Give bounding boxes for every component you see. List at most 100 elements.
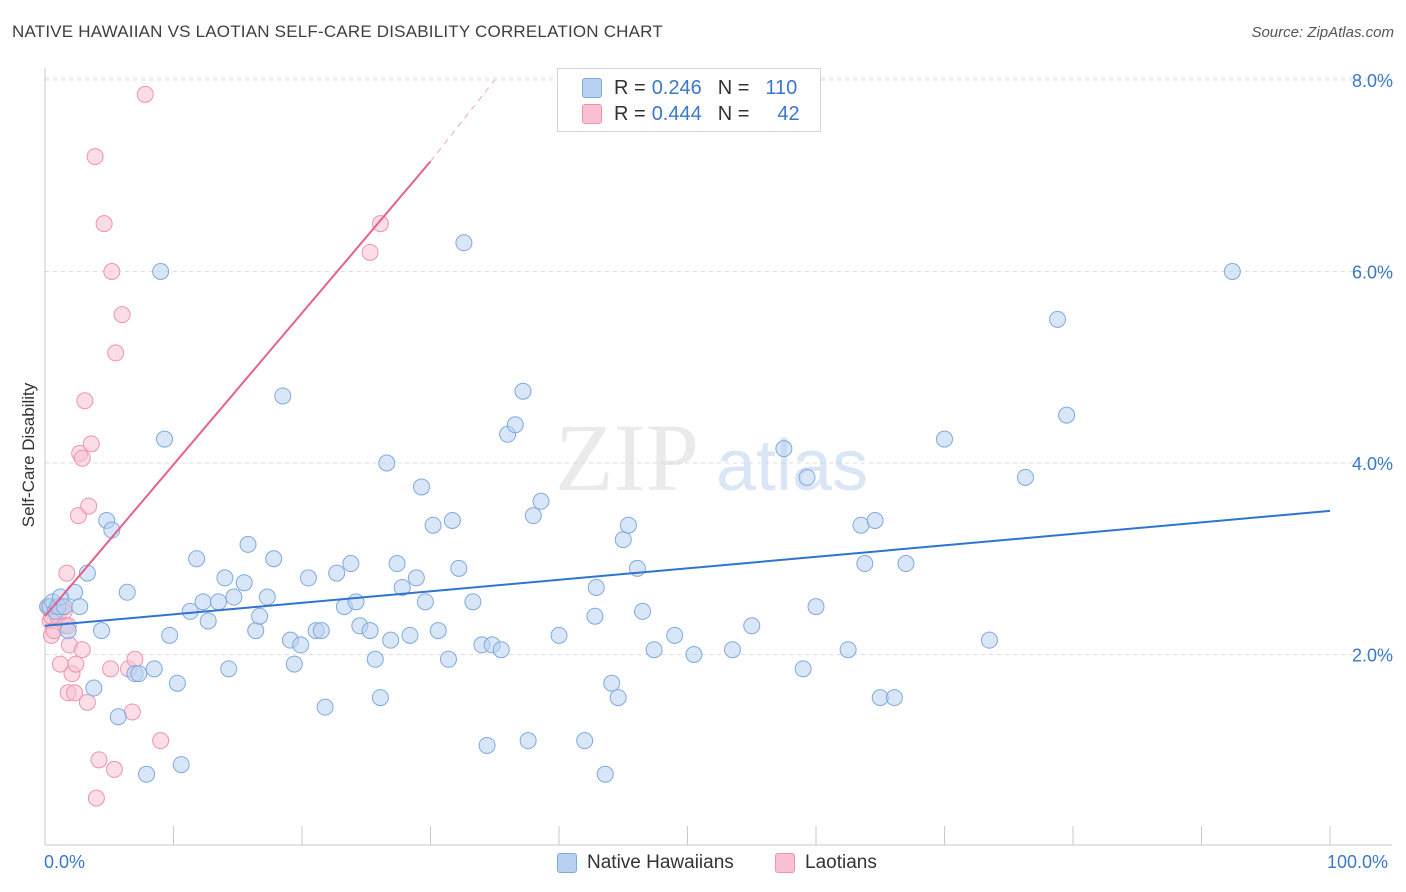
native-hawaiians-point — [401, 626, 419, 644]
native-hawaiians-point — [596, 765, 614, 783]
native-hawaiians-point — [156, 430, 174, 448]
x-tick-label-max: 100.0% — [1327, 852, 1389, 872]
native-hawaiians-point — [71, 598, 89, 616]
native-hawaiians-point — [382, 631, 400, 649]
native-hawaiians-point — [371, 689, 389, 707]
laotians-point — [80, 497, 98, 515]
native-hawaiians-point — [168, 674, 186, 692]
n-value: 42 — [777, 102, 800, 125]
native-hawaiians-point — [258, 588, 276, 606]
n-value: 110 — [765, 76, 798, 99]
native-hawaiians-point — [1049, 310, 1067, 328]
stats-row-native-hawaiians: R = 0.246 N = 110 — [582, 76, 797, 100]
native-hawaiians-point — [265, 550, 283, 568]
native-hawaiians-point — [1058, 406, 1076, 424]
native-hawaiians-point — [856, 555, 874, 573]
series-legend: Native Hawaiians Laotians — [0, 852, 1406, 876]
native-hawaiians-point — [587, 578, 605, 596]
native-hawaiians-point — [93, 622, 111, 640]
native-hawaiians-point — [775, 440, 793, 458]
stats-legend: R = 0.246 N = 110 R = 0.444 N = 42 — [557, 68, 821, 132]
laotians-point — [73, 449, 91, 467]
laotians-point — [95, 215, 113, 233]
y-tick-label: 8.0% — [1352, 71, 1393, 91]
native-hawaiians-point — [532, 492, 550, 510]
native-hawaiians-point — [407, 569, 425, 587]
blue-swatch — [582, 78, 602, 98]
legend-item-laotians[interactable]: Laotians — [775, 852, 877, 874]
native-hawaiians-point — [866, 511, 884, 529]
laotians-point — [87, 789, 105, 807]
native-hawaiians-point — [347, 593, 365, 611]
chart-title: NATIVE HAWAIIAN VS LAOTIAN SELF-CARE DIS… — [12, 22, 663, 41]
pink-swatch — [582, 104, 602, 124]
native-hawaiians-point — [416, 593, 434, 611]
watermark-zip: ZIP — [555, 404, 699, 511]
laotians-point — [126, 650, 144, 668]
laotians-point — [371, 215, 389, 233]
laotians-point — [82, 435, 100, 453]
laotians-point — [136, 85, 154, 103]
blue-swatch — [557, 853, 577, 873]
laotians-trend-line — [44, 160, 432, 617]
native-hawaiians-point — [464, 593, 482, 611]
native-hawaiians-point — [492, 641, 510, 659]
native-hawaiians-point — [292, 636, 310, 654]
native-hawaiians-point — [130, 665, 148, 683]
native-hawaiians-point — [798, 468, 816, 486]
native-hawaiians-point — [109, 708, 127, 726]
native-hawaiians-point — [216, 569, 234, 587]
native-hawaiians-point — [980, 631, 998, 649]
watermark: ZIP atlas — [555, 404, 868, 511]
watermark-atlas: atlas — [716, 426, 868, 506]
trend-lines — [44, 79, 1331, 627]
laotians-trend-extension — [430, 79, 496, 162]
native-hawaiians-point — [619, 516, 637, 534]
laotians-point — [58, 564, 76, 582]
laotians-point — [66, 684, 84, 702]
native-hawaiians-point — [586, 607, 604, 625]
native-hawaiians-point — [424, 516, 442, 534]
native-hawaiians-point — [1016, 468, 1034, 486]
native-hawaiians-point — [514, 382, 532, 400]
native-hawaiians-point — [239, 535, 257, 553]
laotians-point — [73, 641, 91, 659]
native-hawaiians-point — [550, 626, 568, 644]
legend-label: Native Hawaiians — [587, 852, 734, 873]
y-tick-labels: 2.0% 4.0% 6.0% 8.0% — [1352, 71, 1393, 666]
native-hawaiians-point — [388, 555, 406, 573]
native-hawaiians-point — [807, 598, 825, 616]
native-hawaiians-point — [209, 593, 227, 611]
native-hawaiians-point — [1223, 263, 1241, 280]
laotians-point — [90, 751, 108, 769]
native-hawaiians-point — [328, 564, 346, 582]
laotians-point — [67, 655, 85, 673]
native-hawaiians-point — [251, 607, 269, 625]
native-hawaiians-point — [59, 622, 77, 640]
r-value: 0.444 — [651, 102, 702, 125]
laotians-point — [113, 306, 131, 324]
native-hawaiians-point — [393, 578, 411, 596]
native-hawaiians-point — [609, 689, 627, 707]
native-hawaiians-point — [378, 454, 396, 472]
native-hawaiians-point — [478, 736, 496, 754]
n-label: N = — [717, 102, 750, 125]
native-hawaiians-point — [685, 646, 703, 663]
native-hawaiians-point — [312, 622, 330, 640]
native-hawaiians-point — [603, 674, 621, 692]
y-axis-label: Self-Care Disability — [19, 382, 38, 528]
native-hawaiians-point — [85, 679, 103, 697]
native-hawaiians-point — [743, 617, 761, 635]
native-hawaiians-point — [429, 622, 447, 640]
native-hawaiians-point — [839, 641, 857, 659]
native-hawaiians-point — [342, 555, 360, 573]
native-hawaiians-point — [936, 430, 953, 448]
stats-row-laotians: R = 0.444 N = 42 — [582, 102, 800, 126]
native-hawaiians-point — [361, 622, 379, 640]
laotians-point — [102, 660, 120, 678]
n-label: N = — [717, 76, 750, 99]
native-hawaiians-point — [152, 263, 170, 280]
native-hawaiians-point — [316, 698, 334, 716]
legend-item-native-hawaiians[interactable]: Native Hawaiians — [557, 852, 734, 874]
